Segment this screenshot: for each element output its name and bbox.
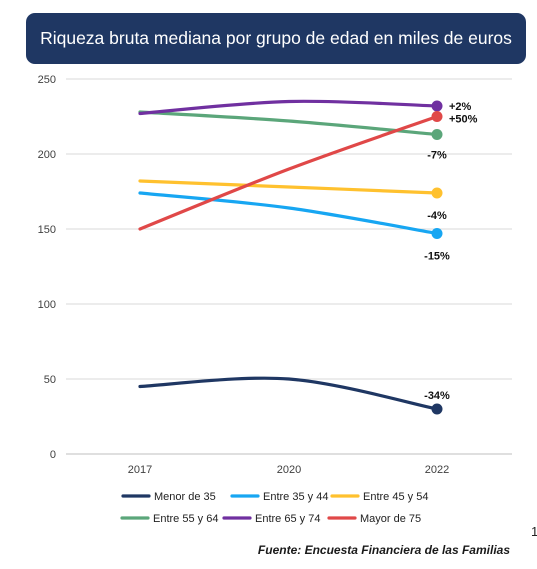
page-number: 1 [531, 524, 537, 539]
series-end-marker-4 [431, 100, 443, 112]
series-line-2 [138, 179, 439, 195]
data-labels: -34% -15% -4% -7% +2%+50% [424, 101, 478, 402]
y-tick-label: 100 [38, 299, 56, 311]
y-tick-label: 200 [38, 149, 56, 161]
series-end-marker-1 [431, 228, 443, 239]
y-tick-label: 0 [50, 449, 56, 461]
x-tick-label: 2020 [277, 464, 301, 476]
series-end-marker-2 [431, 187, 443, 199]
y-tick-label: 150 [38, 224, 56, 236]
series-line-3 [138, 110, 439, 137]
series-lines [138, 99, 443, 415]
legend-entry: Entre 45 y 54 [363, 491, 428, 503]
data-label: +2% [449, 101, 472, 113]
series-line-1 [138, 191, 439, 236]
data-label: +50% [449, 114, 478, 126]
data-label: -34% [424, 390, 450, 402]
y-tick-label: 250 [38, 74, 56, 86]
source-note: Fuente: Encuesta Financiera de las Famil… [257, 543, 510, 557]
data-label: -15% [424, 251, 450, 263]
x-axis: 2017 2020 2022 [128, 464, 449, 476]
legend-entry: Menor de 35 [154, 491, 216, 503]
x-tick-label: 2022 [425, 464, 449, 476]
series-line-0 [138, 376, 439, 411]
legend-entry: Entre 55 y 64 [153, 513, 218, 525]
series-end-marker-0 [431, 403, 443, 415]
data-label: -7% [427, 150, 447, 162]
legend-entry: Entre 35 y 44 [263, 491, 328, 503]
series-end-marker-3 [431, 129, 443, 140]
series-line-5 [138, 114, 439, 231]
series-line-4 [138, 99, 439, 116]
legend-entry: Entre 65 y 74 [255, 513, 320, 525]
series-end-marker-5 [431, 111, 443, 122]
legend: Menor de 35 Entre 35 y 44 Entre 45 y 54 Ent… [120, 491, 428, 525]
y-tick-label: 50 [44, 374, 56, 386]
legend-entry: Mayor de 75 [360, 513, 421, 525]
data-label: -4% [427, 210, 447, 222]
chart-title: Riqueza bruta mediana por grupo de edad … [26, 13, 526, 64]
y-axis: 0 50 100 150 200 250 [38, 74, 56, 461]
x-tick-label: 2017 [128, 464, 152, 476]
